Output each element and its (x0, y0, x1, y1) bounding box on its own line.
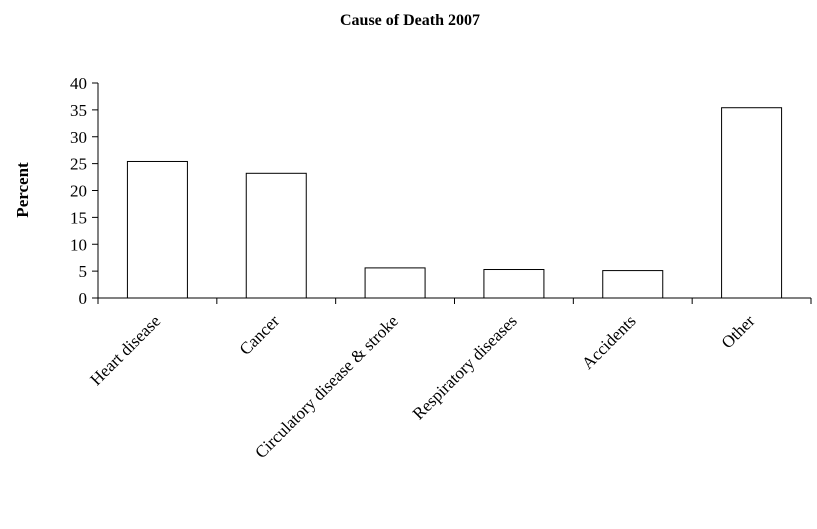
bar (721, 107, 783, 299)
y-tick-label: 0 (79, 289, 88, 308)
bar (483, 269, 545, 299)
y-tick-label: 20 (70, 182, 87, 201)
chart-title: Cause of Death 2007 (340, 12, 480, 29)
y-tick-label: 35 (70, 101, 87, 120)
x-category-label: Respiratory diseases (409, 311, 521, 423)
x-axis-ticks (97, 298, 812, 304)
x-category-label: Heart disease (86, 311, 164, 389)
y-tick-label: 15 (70, 208, 87, 227)
x-category-label: Other (718, 311, 759, 352)
y-tick-label: 5 (79, 262, 88, 281)
bar (602, 270, 664, 299)
y-tick-label: 30 (70, 128, 87, 147)
y-tick-label: 25 (70, 155, 87, 174)
bar (126, 160, 188, 299)
x-category-label: Accidents (578, 311, 640, 373)
y-axis-label: Percent (13, 162, 32, 218)
y-tick-label: 10 (70, 235, 87, 254)
bar (364, 267, 426, 299)
bar (245, 172, 307, 299)
bars (126, 107, 783, 299)
y-tick-label: 40 (70, 74, 87, 93)
y-axis-ticks: 0 5 10 15 20 25 30 35 40 (70, 74, 98, 308)
x-category-label: Cancer (236, 311, 284, 359)
